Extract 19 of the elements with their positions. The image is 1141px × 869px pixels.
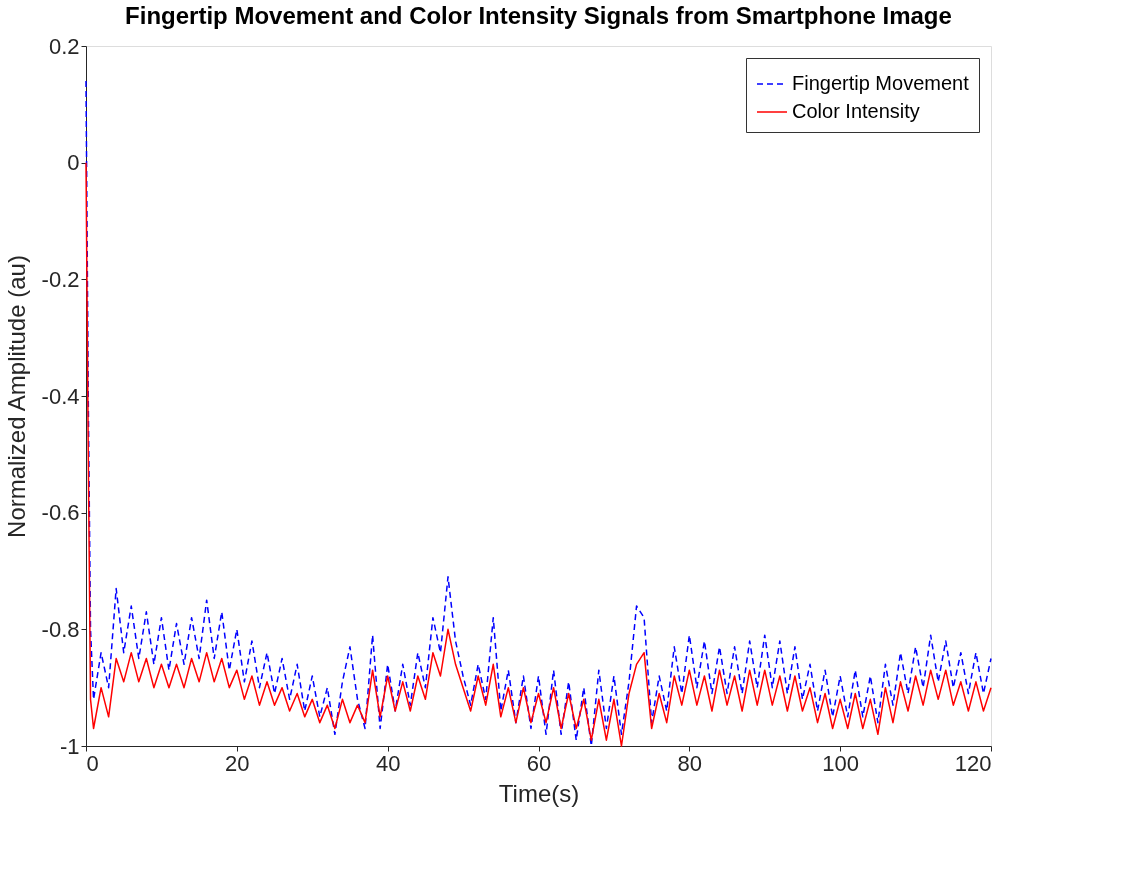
x-tick-label: 80 <box>677 750 703 776</box>
y-tick-label: -0.2 <box>41 266 80 292</box>
legend-label: Color Intensity <box>792 100 920 122</box>
y-tick-label: -1 <box>59 733 80 759</box>
x-tick-label: 0 <box>86 750 99 776</box>
legend-label: Fingertip Movement <box>792 72 970 94</box>
y-tick-label: -0.4 <box>41 383 80 409</box>
x-tick-label: 40 <box>375 750 401 776</box>
y-tick-label: -0.8 <box>41 616 80 642</box>
x-tick-label: 60 <box>526 750 552 776</box>
y-tick-label: 0 <box>67 150 80 176</box>
y-axis-title: Normalized Amplitude (au) <box>2 255 30 538</box>
x-tick-label: 120 <box>954 750 992 776</box>
x-tick-label: 20 <box>225 750 250 776</box>
y-tick-label: -0.6 <box>41 500 80 526</box>
x-tick-label: 100 <box>822 750 860 776</box>
x-axis-title: Time(s) <box>498 779 580 807</box>
chart-title: Fingertip Movement and Color Intensity Signals from Smartphone Image <box>125 2 952 29</box>
y-tick-label: 0.2 <box>48 33 80 59</box>
